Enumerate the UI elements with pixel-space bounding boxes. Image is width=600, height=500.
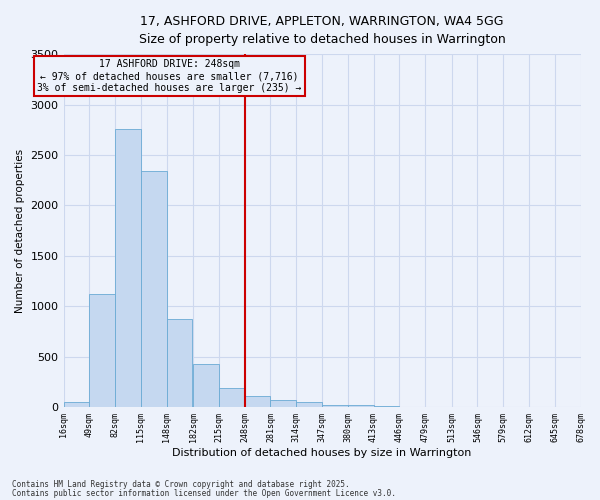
- Bar: [348, 406, 374, 407]
- Bar: [374, 406, 400, 407]
- Text: Contains public sector information licensed under the Open Government Licence v3: Contains public sector information licen…: [12, 488, 396, 498]
- Bar: [115, 128, 141, 407]
- Bar: [245, 396, 271, 407]
- Text: Contains HM Land Registry data © Crown copyright and database right 2025.: Contains HM Land Registry data © Crown c…: [12, 480, 350, 489]
- Text: 17 ASHFORD DRIVE: 248sqm
← 97% of detached houses are smaller (7,716)
3% of semi: 17 ASHFORD DRIVE: 248sqm ← 97% of detach…: [37, 60, 302, 92]
- Bar: [322, 404, 348, 407]
- X-axis label: Distribution of detached houses by size in Warrington: Distribution of detached houses by size …: [172, 448, 472, 458]
- Bar: [219, 388, 245, 407]
- Bar: [167, 320, 193, 407]
- Bar: [400, 406, 425, 407]
- Bar: [141, 171, 167, 407]
- Bar: [64, 402, 89, 407]
- Bar: [271, 400, 296, 407]
- Y-axis label: Number of detached properties: Number of detached properties: [15, 148, 25, 312]
- Title: 17, ASHFORD DRIVE, APPLETON, WARRINGTON, WA4 5GG
Size of property relative to de: 17, ASHFORD DRIVE, APPLETON, WARRINGTON,…: [139, 15, 505, 46]
- Bar: [193, 364, 219, 407]
- Bar: [89, 294, 115, 407]
- Bar: [296, 402, 322, 407]
